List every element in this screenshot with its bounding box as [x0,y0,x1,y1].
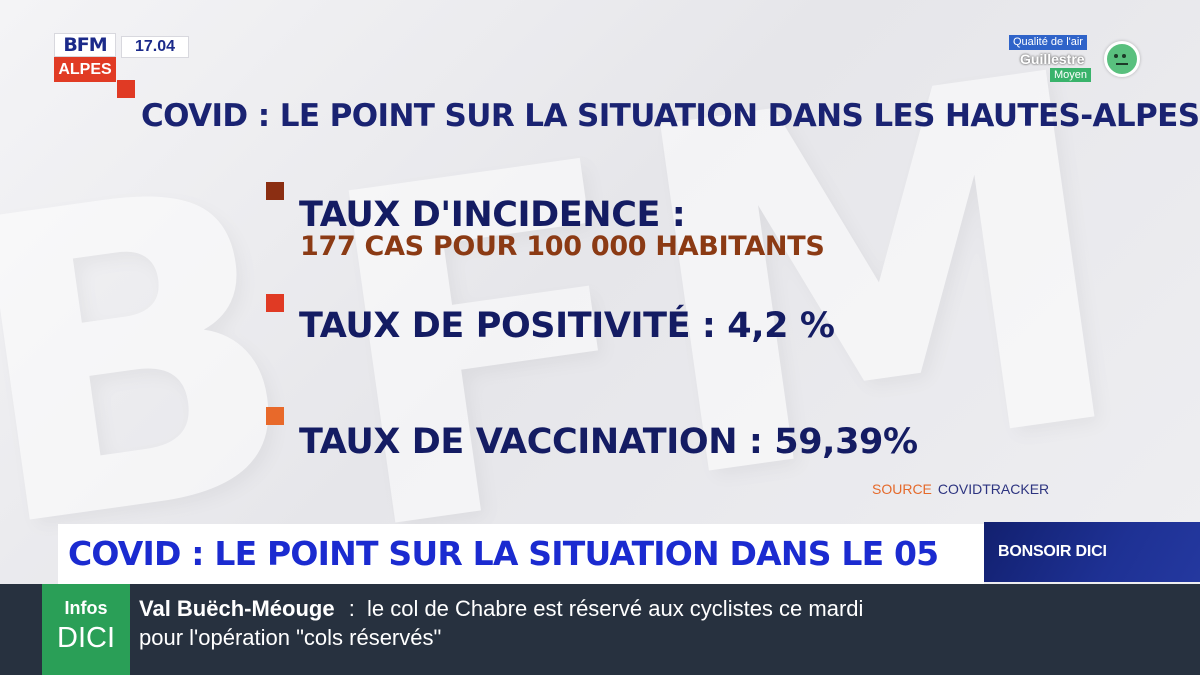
show-name-panel: BONSOIR DICI [984,522,1200,582]
source-label: SOURCE [872,481,932,497]
background-watermark-m: M [603,0,1155,590]
headline-banner: COVID : LE POINT SUR LA SITUATION DANS L… [58,524,984,584]
source-credit: SOURCE COVIDTRACKER [872,480,1049,498]
clock-time: 17.04 [121,36,189,58]
headline-text: COVID : LE POINT SUR LA SITUATION DANS L… [68,534,939,573]
graphic-heading: COVID : LE POINT SUR LA SITUATION DANS L… [141,98,1200,134]
stat-bullet-vaccination [266,407,284,425]
air-quality-place: Guillestre [1020,51,1085,67]
stat-bullet-incidence [266,182,284,200]
heading-bullet [117,80,135,98]
ticker-line-1: Val Buëch-Méouge : le col de Chabre est … [139,596,863,622]
ticker-badge: Infos DICI [42,584,130,675]
ticker-separator: : [348,596,355,621]
air-quality-title: Qualité de l'air [1009,35,1087,50]
stat-vaccination: TAUX DE VACCINATION : 59,39% [299,422,918,462]
ticker-badge-bottom: DICI [57,622,115,654]
channel-logo: BFM ALPES [54,33,116,82]
ticker-line-1-text: le col de Chabre est réservé aux cyclist… [366,596,864,621]
air-quality-level: Moyen [1050,68,1092,82]
ticker-line-2: pour l'opération "cols réservés" [139,625,442,650]
channel-logo-top: BFM [54,33,116,57]
neutral-face-icon [1104,41,1140,77]
ticker-location: Val Buëch-Méouge [139,596,335,621]
ticker-badge-top: Infos [64,598,108,618]
stat-positivity: TAUX DE POSITIVITÉ : 4,2 % [299,306,835,346]
stat-incidence-label: TAUX D'INCIDENCE : [299,195,686,235]
source-value: COVIDTRACKER [937,481,1050,497]
show-name: BONSOIR DICI [998,543,1107,560]
news-ticker: Infos DICI Val Buëch-Méouge : le col de … [0,584,1200,675]
stat-bullet-positivity [266,294,284,312]
stat-incidence-value: 177 CAS POUR 100 000 HABITANTS [300,231,825,262]
channel-logo-bottom: ALPES [54,57,116,82]
air-quality-widget: Qualité de l'air Guillestre Moyen [1006,35,1140,83]
